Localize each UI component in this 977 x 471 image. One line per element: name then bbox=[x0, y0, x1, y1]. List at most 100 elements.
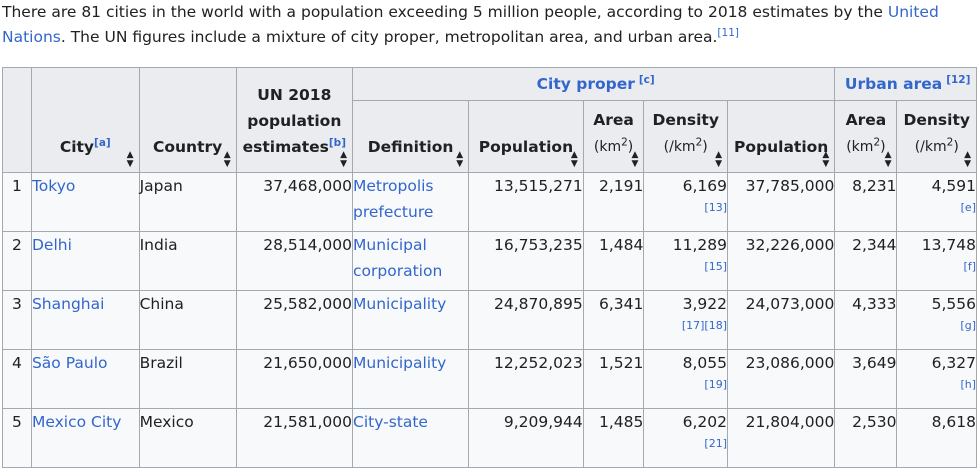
intro-text-end: . The UN figures include a mixture of ci… bbox=[60, 28, 718, 46]
city-link[interactable]: Mexico City bbox=[31, 413, 122, 431]
urban-density-reference[interactable]: [e] bbox=[960, 201, 976, 214]
table-row: 5 Mexico City Mexico 21,581,000 City-state 9,… bbox=[2, 408, 977, 468]
sort-icon[interactable]: ▲ ▼ bbox=[223, 150, 231, 169]
table-row: 4 São Paulo Brazil 21,650,000 Municipality 12… bbox=[2, 349, 977, 409]
density-reference[interactable]: [21] bbox=[704, 437, 727, 450]
sort-icon[interactable]: ▲ ▼ bbox=[964, 150, 971, 169]
urban-density-reference[interactable]: [g] bbox=[960, 319, 976, 332]
definition-link[interactable]: Municipal corporation bbox=[353, 236, 443, 280]
urban-area-cell: 8,231 bbox=[834, 172, 898, 232]
table-body: 1 Tokyo Japan 37,468,000 Metropolis prefectu… bbox=[2, 172, 977, 468]
sort-icon[interactable]: ▲ ▼ bbox=[340, 150, 347, 169]
un-estimate-cell: 37,468,000 bbox=[235, 172, 354, 232]
urban-density-value: 8,618 bbox=[931, 413, 976, 431]
sort-icon[interactable]: ▲ ▼ bbox=[456, 150, 464, 169]
definition-link[interactable]: Municipality bbox=[353, 295, 447, 313]
city-link[interactable]: Delhi bbox=[31, 236, 72, 254]
urban-density-value: 5,556 bbox=[931, 295, 976, 313]
density-cell: 8,055 [19] bbox=[643, 349, 728, 409]
urban-density-cell: 8,618 bbox=[896, 408, 977, 468]
urban-density-value: 13,748 bbox=[921, 236, 976, 254]
urban-population-cell: 21,804,000 bbox=[726, 408, 836, 468]
density-value: 8,055 bbox=[682, 354, 727, 372]
density-cell: 6,169 [13] bbox=[643, 172, 728, 232]
population-cell: 12,252,023 bbox=[468, 349, 584, 409]
sort-icon[interactable]: ▲ ▼ bbox=[631, 150, 639, 169]
urban-area-ref[interactable]: [12] bbox=[946, 73, 971, 86]
density-reference[interactable]: [13] bbox=[704, 201, 727, 214]
un-estimate-cell: 25,582,000 bbox=[235, 290, 354, 350]
rank-header bbox=[2, 67, 32, 173]
country-cell: China bbox=[138, 290, 237, 350]
area-cell: 1,484 bbox=[582, 231, 645, 291]
un-estimate-cell: 21,650,000 bbox=[235, 349, 354, 409]
sort-icon[interactable]: ▲ ▼ bbox=[822, 150, 830, 169]
area-cell: 6,341 bbox=[582, 290, 645, 350]
cities-table: City[a] ▲ ▼ Country ▲ ▼ UN 2018 population… bbox=[2, 67, 977, 468]
city-header[interactable]: City[a] ▲ ▼ bbox=[30, 67, 140, 173]
urban-area-cell: 2,344 bbox=[834, 231, 898, 291]
density-header[interactable]: Density (/km2) ▲ ▼ bbox=[643, 100, 728, 173]
rank-cell: 5 bbox=[2, 408, 32, 468]
rank-cell: 1 bbox=[2, 172, 32, 232]
definition-link[interactable]: City-state bbox=[353, 413, 428, 431]
urban-density-cell: 5,556 [g] bbox=[896, 290, 977, 350]
un-estimate-header[interactable]: UN 2018 population estimates[b] ▲ ▼ bbox=[235, 67, 354, 173]
density-value: 6,169 bbox=[682, 177, 727, 195]
urban-density-reference[interactable]: [h] bbox=[960, 378, 976, 391]
sort-icon[interactable]: ▲ ▼ bbox=[884, 150, 892, 169]
density-value: 6,202 bbox=[682, 413, 727, 431]
area-cell: 1,485 bbox=[582, 408, 645, 468]
urban-density-header[interactable]: Density (/km2) ▲ ▼ bbox=[896, 100, 977, 173]
urban-area-cell: 3,649 bbox=[834, 349, 898, 409]
urban-population-cell: 24,073,000 bbox=[726, 290, 836, 350]
population-header[interactable]: Population ▲ ▼ bbox=[468, 100, 584, 173]
country-cell: Japan bbox=[138, 172, 237, 232]
density-reference[interactable]: [17][18] bbox=[681, 319, 727, 332]
intro-paragraph: There are 81 cities in the world with a … bbox=[2, 0, 972, 50]
country-header[interactable]: Country ▲ ▼ bbox=[138, 67, 237, 173]
urban-area-cell: 2,530 bbox=[834, 408, 898, 468]
definition-link[interactable]: Metropolis prefecture bbox=[353, 177, 434, 221]
urban-density-value: 4,591 bbox=[931, 177, 976, 195]
urban-population-header[interactable]: Population ▲ ▼ bbox=[726, 100, 836, 173]
intro-text: There are 81 cities in the world with a … bbox=[2, 3, 888, 21]
density-reference[interactable]: [19] bbox=[704, 378, 727, 391]
urban-population-cell: 23,086,000 bbox=[726, 349, 836, 409]
area-header[interactable]: Area (km2) ▲ ▼ bbox=[582, 100, 645, 173]
rank-cell: 4 bbox=[2, 349, 32, 409]
urban-density-cell: 13,748 [f] bbox=[896, 231, 977, 291]
sort-icon[interactable]: ▲ ▼ bbox=[715, 150, 722, 169]
density-cell: 6,202 [21] bbox=[643, 408, 728, 468]
urban-area-group-header: Urban area [12] bbox=[834, 67, 977, 101]
area-cell: 1,521 bbox=[582, 349, 645, 409]
urban-density-reference[interactable]: [f] bbox=[963, 260, 976, 273]
urban-area-cell: 4,333 bbox=[834, 290, 898, 350]
density-reference[interactable]: [15] bbox=[704, 260, 727, 273]
sort-icon[interactable]: ▲ ▼ bbox=[126, 150, 134, 169]
country-cell: Mexico bbox=[138, 408, 237, 468]
table-row: 1 Tokyo Japan 37,468,000 Metropolis prefectu… bbox=[2, 172, 977, 232]
un-header-ref[interactable]: [b] bbox=[328, 136, 346, 149]
urban-area-header[interactable]: Area (km2) ▲ ▼ bbox=[834, 100, 898, 173]
rank-cell: 3 bbox=[2, 290, 32, 350]
urban-density-cell: 4,591 [e] bbox=[896, 172, 977, 232]
rank-cell: 2 bbox=[2, 231, 32, 291]
city-link[interactable]: Shanghai bbox=[31, 295, 105, 313]
city-proper-ref[interactable]: [c] bbox=[638, 73, 655, 86]
city-proper-group-header: City proper [c] bbox=[351, 67, 836, 101]
sort-icon[interactable]: ▲ ▼ bbox=[570, 150, 578, 169]
urban-population-cell: 37,785,000 bbox=[726, 172, 836, 232]
city-header-ref[interactable]: [a] bbox=[94, 136, 111, 149]
country-cell: India bbox=[138, 231, 237, 291]
urban-population-cell: 32,226,000 bbox=[726, 231, 836, 291]
definition-header[interactable]: Definition ▲ ▼ bbox=[351, 100, 470, 173]
united-nations-link[interactable]: United Nations bbox=[2, 3, 939, 46]
intro-reference[interactable]: [11] bbox=[717, 26, 739, 39]
definition-link[interactable]: Municipality bbox=[353, 354, 447, 372]
urban-density-cell: 6,327 [h] bbox=[896, 349, 977, 409]
area-cell: 2,191 bbox=[582, 172, 645, 232]
city-link[interactable]: São Paulo bbox=[31, 354, 108, 372]
density-cell: 3,922 [17][18] bbox=[643, 290, 728, 350]
city-link[interactable]: Tokyo bbox=[31, 177, 76, 195]
